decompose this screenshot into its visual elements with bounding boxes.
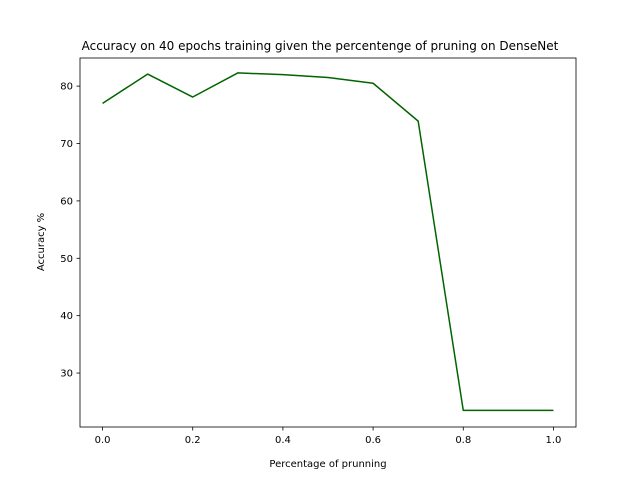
x-tick-label: 1.0 [546, 435, 562, 446]
plot-area [102, 72, 554, 412]
y-tick-label: 60 [60, 196, 73, 207]
y-tick-label: 70 [60, 139, 73, 150]
y-tick-label: 50 [60, 254, 73, 265]
chart-title: Accuracy on 40 epochs training given the… [82, 39, 559, 53]
x-tick-label: 0.8 [455, 435, 471, 446]
x-axis-label: Percentage of prunning [269, 459, 386, 470]
y-tick-label: 80 [60, 82, 73, 93]
x-tick-label: 0.2 [185, 435, 201, 446]
y-axis: 30 40 50 60 70 80 [60, 82, 80, 380]
axes-frame [79, 57, 577, 428]
x-tick-label: 0.0 [95, 435, 111, 446]
x-tick-label: 0.4 [275, 435, 291, 446]
x-tick-label: 0.6 [365, 435, 381, 446]
x-axis: 0.0 0.2 0.4 0.6 0.8 1.0 [95, 427, 562, 446]
y-tick-label: 30 [60, 369, 73, 380]
y-tick-label: 40 [60, 311, 73, 322]
y-axis-label: Accuracy % [36, 213, 47, 271]
